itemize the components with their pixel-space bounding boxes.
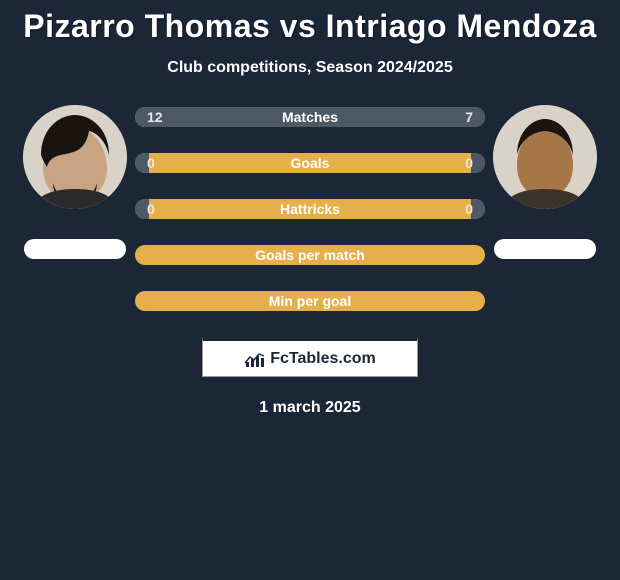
stat-value-left: 12 (147, 109, 163, 125)
brand-text: FcTables.com (270, 350, 376, 368)
stat-label: Goals (291, 155, 330, 171)
stat-value-left: 0 (147, 155, 155, 171)
avatar-left (23, 105, 127, 209)
brand-badge: FcTables.com (202, 337, 418, 377)
stat-bar: 12 7 Matches (135, 107, 485, 127)
page-title: Pizarro Thomas vs Intriago Mendoza (0, 8, 620, 45)
avatar-right-icon (493, 105, 597, 209)
stats-bars: 12 7 Matches 0 0 Goals 0 0 Hattricks Goals per ma… (135, 105, 485, 311)
stat-bar: 0 0 Hattricks (135, 199, 485, 219)
stat-bar: Goals per match (135, 245, 485, 265)
stat-value-right: 0 (465, 201, 473, 217)
comparison-card: Pizarro Thomas vs Intriago Mendoza Club … (0, 0, 620, 417)
chart-icon (244, 350, 266, 368)
stat-label: Hattricks (280, 201, 340, 217)
stat-bar: 0 0 Goals (135, 153, 485, 173)
avatar-right (493, 105, 597, 209)
stat-label: Goals per match (255, 247, 365, 263)
stat-label: Min per goal (269, 293, 351, 309)
date-text: 1 march 2025 (0, 399, 620, 417)
player-left (15, 105, 135, 259)
subtitle: Club competitions, Season 2024/2025 (0, 59, 620, 77)
player-right (485, 105, 605, 259)
stat-bar: Min per goal (135, 291, 485, 311)
main-row: 12 7 Matches 0 0 Goals 0 0 Hattricks Goals per ma… (0, 105, 620, 311)
stat-right-fill (345, 107, 485, 127)
club-pill-right (494, 239, 596, 259)
club-pill-left (24, 239, 126, 259)
stat-value-right: 7 (465, 109, 473, 125)
avatar-left-icon (23, 105, 127, 209)
stat-value-right: 0 (465, 155, 473, 171)
stat-label: Matches (282, 109, 338, 125)
stat-value-left: 0 (147, 201, 155, 217)
